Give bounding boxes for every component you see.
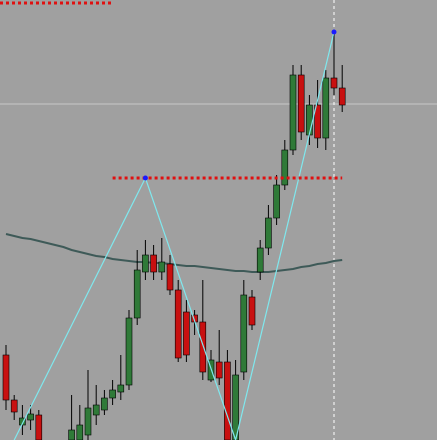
candle-body <box>174 289 182 359</box>
zigzag-line <box>13 31 335 440</box>
candle-body <box>281 149 289 186</box>
candle-body <box>92 404 100 416</box>
candle-body <box>224 361 231 440</box>
candle-body <box>2 354 10 401</box>
candle-body <box>166 263 174 291</box>
candle-body <box>10 399 18 413</box>
candle-body <box>273 184 280 219</box>
candle-body <box>338 87 346 106</box>
candle-body <box>76 424 84 440</box>
candle-body <box>289 74 297 151</box>
candle-body <box>199 321 207 373</box>
pivot-point <box>142 175 148 181</box>
candle-body <box>101 397 108 411</box>
candle-body <box>27 413 34 421</box>
candle-body <box>19 417 26 426</box>
candle-body <box>297 74 305 133</box>
candle-body <box>322 77 330 139</box>
candle-body <box>109 389 116 399</box>
pivot-point <box>331 29 337 35</box>
candle-body <box>84 407 92 436</box>
candle-body <box>142 254 149 273</box>
candle-body <box>306 104 313 136</box>
candle-body <box>133 269 141 319</box>
candle-body <box>68 429 75 440</box>
candle-body <box>256 247 264 273</box>
candle-body <box>330 77 338 89</box>
moving-average <box>5 233 343 273</box>
candle-body <box>240 294 248 373</box>
candle-body <box>125 317 133 386</box>
candle-body <box>232 374 239 440</box>
candle-body <box>248 296 256 326</box>
candle-body <box>117 384 125 393</box>
candle-body <box>183 311 190 356</box>
candle-body <box>314 104 321 139</box>
candle-body <box>215 361 223 379</box>
candle-body <box>158 261 166 273</box>
candle-body <box>265 217 272 249</box>
candle-body <box>35 414 43 440</box>
candle-body <box>150 254 157 273</box>
